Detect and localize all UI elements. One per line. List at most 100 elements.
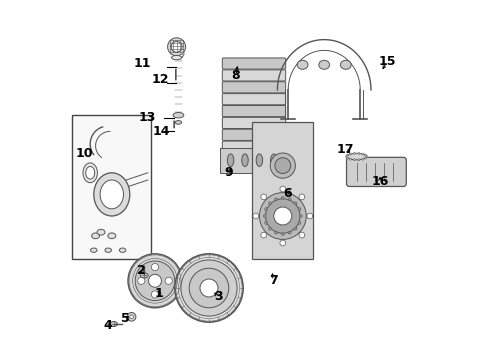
Circle shape	[294, 227, 297, 230]
Circle shape	[294, 202, 297, 205]
Circle shape	[362, 158, 364, 160]
Circle shape	[299, 232, 305, 238]
Circle shape	[353, 152, 355, 154]
Ellipse shape	[319, 60, 330, 69]
Text: 8: 8	[232, 69, 240, 82]
Circle shape	[349, 153, 351, 155]
Text: 14: 14	[153, 125, 170, 138]
Circle shape	[288, 231, 291, 234]
Circle shape	[275, 158, 291, 174]
Ellipse shape	[110, 321, 118, 327]
FancyBboxPatch shape	[222, 82, 286, 93]
Text: 13: 13	[138, 111, 156, 123]
Ellipse shape	[86, 166, 95, 179]
Circle shape	[253, 213, 259, 219]
Circle shape	[358, 152, 360, 154]
Circle shape	[148, 274, 162, 287]
Circle shape	[280, 240, 286, 246]
Circle shape	[353, 159, 355, 161]
Circle shape	[281, 233, 284, 235]
Ellipse shape	[347, 153, 367, 160]
Circle shape	[263, 215, 266, 217]
Circle shape	[130, 315, 133, 319]
Circle shape	[171, 41, 182, 52]
Ellipse shape	[108, 233, 116, 239]
Circle shape	[269, 202, 271, 205]
Text: 1: 1	[155, 287, 164, 300]
Bar	[220, 148, 288, 173]
Ellipse shape	[140, 273, 148, 278]
Ellipse shape	[97, 229, 105, 235]
Circle shape	[270, 153, 295, 178]
Circle shape	[274, 207, 292, 225]
Ellipse shape	[94, 173, 130, 216]
Circle shape	[299, 194, 305, 200]
Circle shape	[127, 312, 136, 321]
Circle shape	[280, 186, 286, 192]
Circle shape	[175, 254, 243, 322]
Circle shape	[288, 198, 291, 201]
Circle shape	[165, 277, 172, 284]
Text: 12: 12	[151, 73, 169, 86]
Circle shape	[269, 227, 271, 230]
Circle shape	[168, 38, 186, 56]
Text: 16: 16	[371, 175, 389, 188]
Circle shape	[298, 221, 301, 224]
Ellipse shape	[100, 180, 123, 209]
Text: 5: 5	[121, 312, 130, 325]
Ellipse shape	[120, 248, 126, 252]
Text: 3: 3	[214, 291, 222, 303]
Circle shape	[259, 193, 306, 239]
Circle shape	[181, 260, 237, 316]
Bar	[72, 115, 151, 259]
Text: 9: 9	[224, 166, 233, 179]
Circle shape	[261, 232, 267, 238]
Ellipse shape	[92, 233, 99, 239]
Circle shape	[151, 264, 159, 271]
Circle shape	[366, 156, 368, 158]
Circle shape	[365, 154, 367, 156]
Circle shape	[138, 277, 145, 284]
Text: 7: 7	[269, 274, 277, 287]
Ellipse shape	[172, 55, 182, 60]
Ellipse shape	[297, 60, 308, 69]
Circle shape	[346, 154, 348, 156]
Circle shape	[261, 194, 267, 200]
Circle shape	[345, 156, 347, 158]
Ellipse shape	[83, 163, 98, 183]
Circle shape	[349, 158, 351, 160]
FancyBboxPatch shape	[222, 105, 286, 117]
Text: 2: 2	[137, 264, 146, 277]
Circle shape	[135, 261, 175, 301]
Text: 6: 6	[283, 187, 292, 200]
FancyBboxPatch shape	[222, 58, 286, 69]
Text: 4: 4	[103, 319, 112, 332]
Circle shape	[189, 268, 229, 308]
Circle shape	[281, 197, 284, 199]
Circle shape	[346, 157, 348, 159]
Text: 10: 10	[76, 147, 94, 159]
Ellipse shape	[173, 112, 184, 118]
Ellipse shape	[341, 60, 351, 69]
Circle shape	[362, 153, 364, 155]
Circle shape	[358, 159, 360, 161]
Ellipse shape	[270, 154, 277, 167]
Circle shape	[274, 198, 277, 201]
FancyBboxPatch shape	[222, 117, 286, 129]
Circle shape	[365, 157, 367, 159]
Circle shape	[265, 208, 268, 211]
Circle shape	[151, 291, 159, 298]
FancyBboxPatch shape	[222, 129, 286, 140]
Circle shape	[298, 208, 301, 211]
Ellipse shape	[91, 248, 97, 252]
Text: 11: 11	[134, 57, 151, 69]
Ellipse shape	[105, 248, 111, 252]
Ellipse shape	[256, 154, 263, 167]
Bar	[252, 122, 314, 259]
Text: 15: 15	[378, 55, 396, 68]
Circle shape	[274, 231, 277, 234]
Ellipse shape	[175, 121, 182, 124]
Text: 17: 17	[336, 143, 354, 156]
FancyBboxPatch shape	[222, 141, 286, 152]
FancyBboxPatch shape	[222, 94, 286, 105]
